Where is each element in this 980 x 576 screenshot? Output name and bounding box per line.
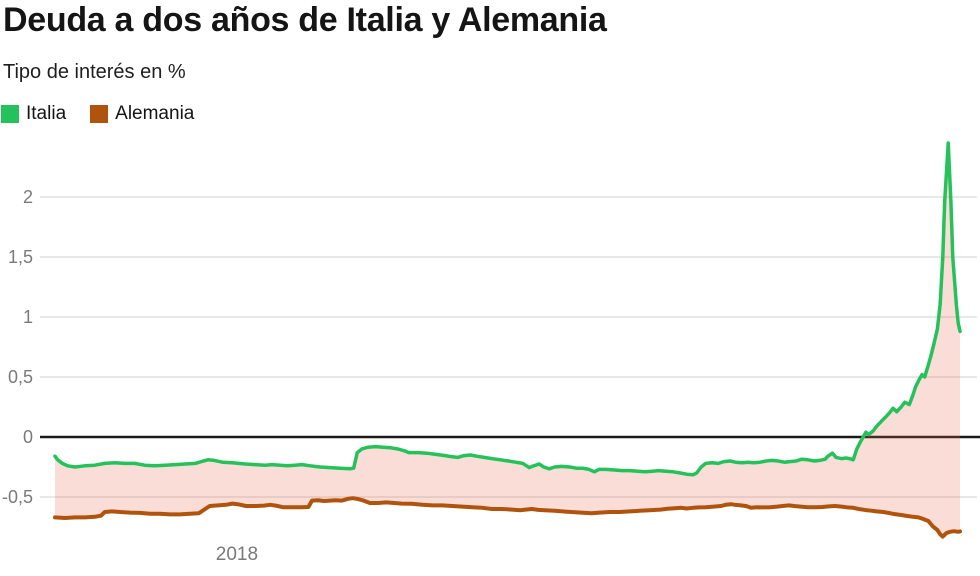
series-italia-line: [53, 141, 962, 477]
legend: Italia Alemania: [1, 103, 194, 125]
legend-swatch-italia: [1, 105, 19, 123]
y-tick-label: 2: [23, 187, 33, 207]
chart-svg: 2 1,5 1 0,5 0 -0,5 2018: [2, 141, 980, 565]
legend-label-italia: Italia: [26, 103, 67, 124]
legend-item-alemania: Alemania: [90, 103, 194, 125]
y-tick-label: 1,5: [8, 247, 33, 267]
chart-subtitle: Tipo de interés en %: [3, 61, 186, 83]
x-tick-label: 2018: [216, 544, 258, 565]
legend-swatch-alemania: [90, 105, 109, 123]
y-tick-label: 0: [23, 427, 33, 447]
y-tick-label: -0,5: [2, 487, 33, 507]
y-tick-label: 0,5: [8, 367, 33, 387]
series-alemania-line: [53, 496, 962, 539]
y-tick-label: 1: [23, 307, 33, 327]
spread-area: [55, 143, 960, 537]
legend-item-italia: Italia: [1, 103, 66, 125]
legend-label-alemania: Alemania: [115, 103, 195, 124]
page-title: Deuda a dos años de Italia y Alemania: [3, 1, 607, 39]
